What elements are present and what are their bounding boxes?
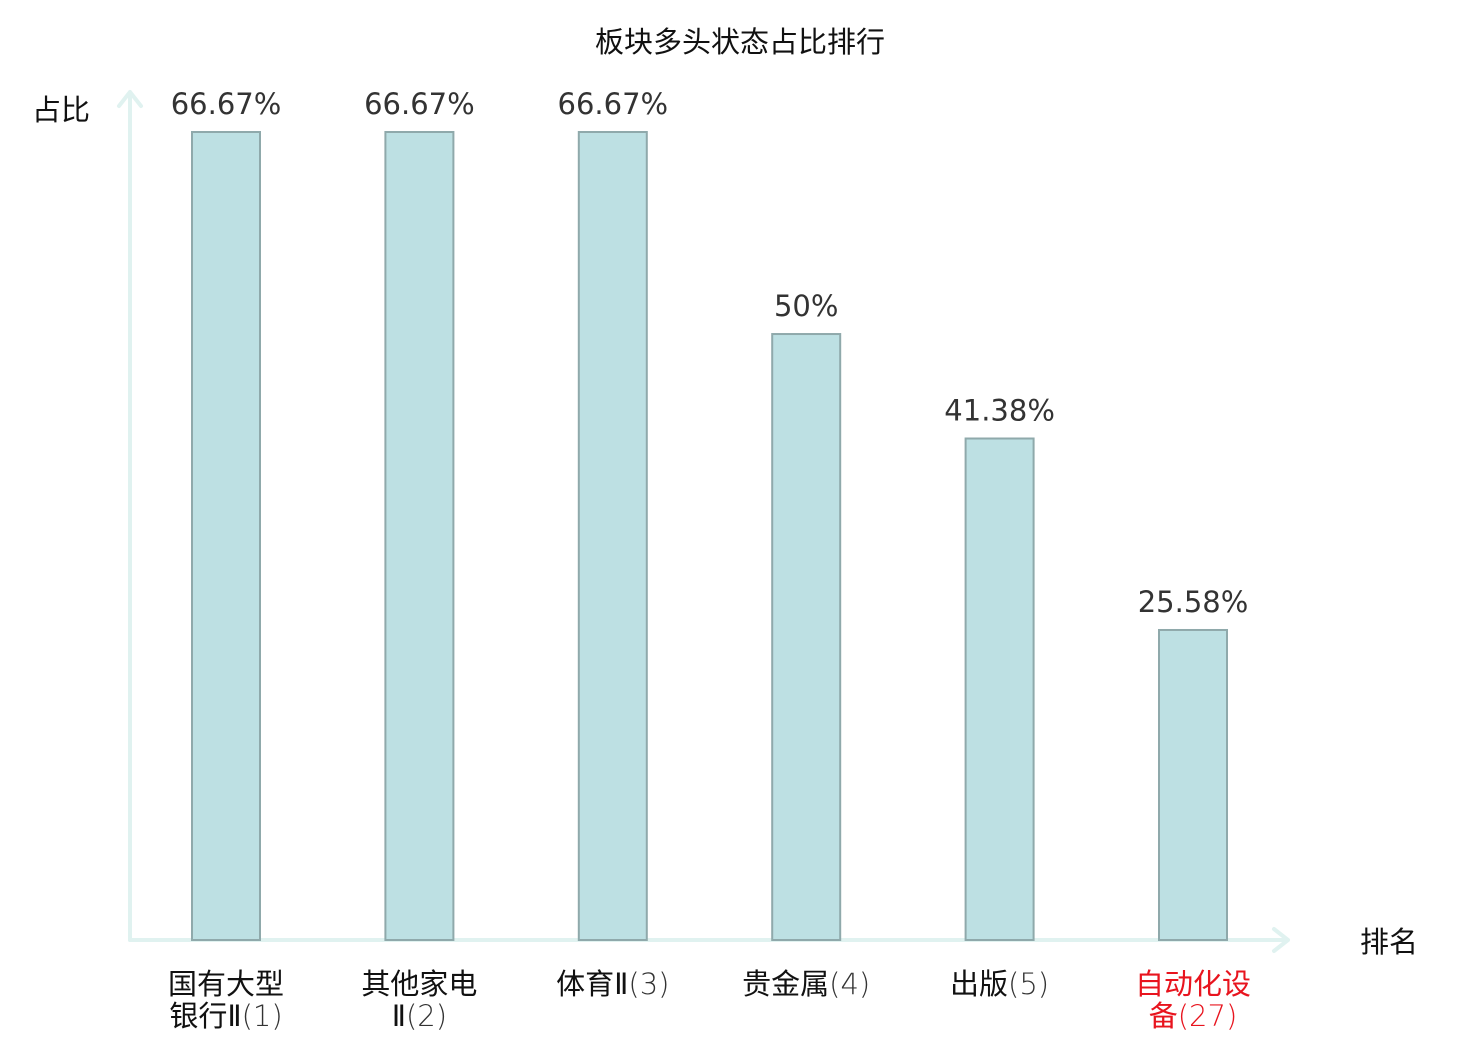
bar-5 [964,437,1035,941]
category-rank: (1) [242,999,283,1033]
value-labels: 66.67% 66.67% 66.67% 50% 41.38% 25.58% [171,87,1249,619]
category-line: 出版 [950,967,1008,1001]
bar-1 [191,131,261,941]
category-line: 银行Ⅱ [169,999,241,1033]
value-label-2: 66.67% [364,87,475,121]
bar-4 [771,333,842,942]
category-line: Ⅱ [392,999,406,1033]
category-label-5: 出版(5) [950,967,1049,1001]
category-line: 自动化设 [1135,967,1251,1001]
chart-title: 板块多头状态占比排行 [595,25,885,59]
value-label-4: 50% [774,289,838,323]
bar-series [191,131,1228,942]
category-line: 备 [1149,999,1178,1033]
category-label-6: 自动化设备(27) [1135,967,1251,1033]
bar-2 [384,131,455,941]
category-line: 贵金属 [742,967,829,1001]
category-rank: (27) [1178,999,1238,1033]
category-line: 其他家电 [361,967,477,1001]
category-label-3: 体育Ⅱ(3) [556,967,669,1001]
value-label-1: 66.67% [171,87,282,121]
category-rank: (5) [1008,967,1049,1001]
value-label-5: 41.38% [944,393,1055,427]
bar-3 [577,131,648,941]
category-rank: (4) [829,967,870,1001]
category-rank: (3) [628,967,669,1001]
category-label-1: 国有大型银行Ⅱ(1) [168,967,284,1033]
bar-6 [1158,628,1228,941]
value-label-3: 66.67% [558,87,669,121]
y-axis-label: 占比 [32,93,90,127]
category-label-2: 其他家电 Ⅱ(2) [361,967,477,1033]
category-label-4: 贵金属(4) [742,967,870,1001]
category-line: 国有大型 [168,967,284,1001]
category-rank: (2) [406,999,447,1033]
category-line: 体育Ⅱ [556,967,628,1001]
y-axis-line [117,90,143,942]
value-label-6: 25.58% [1138,585,1249,619]
category-labels: 国有大型银行Ⅱ(1) 其他家电 Ⅱ(2) 体育Ⅱ(3) 贵金属(4) 出版(5) 自动化设备… [168,967,1251,1033]
x-axis-line [128,927,1290,953]
x-axis-label: 排名 [1360,925,1418,959]
